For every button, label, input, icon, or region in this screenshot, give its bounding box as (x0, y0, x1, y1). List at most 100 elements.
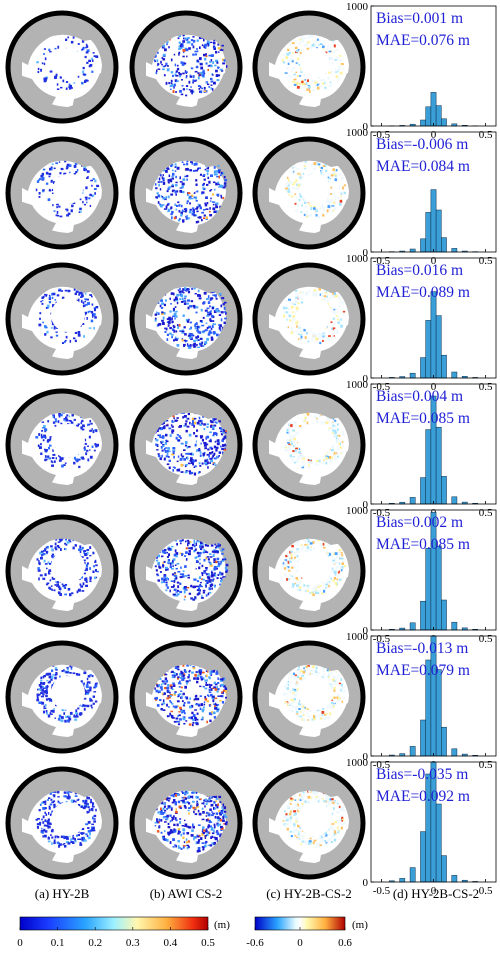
histogram-bar (451, 248, 458, 253)
land-mass (10, 198, 56, 245)
histogram-bar (425, 320, 432, 379)
land-mass (257, 576, 303, 623)
land-mass (70, 829, 114, 876)
x-tick-label: 0.5 (479, 885, 493, 897)
histogram-bar (425, 429, 432, 505)
map-border (252, 640, 366, 754)
x-tick-label: 0 (431, 255, 437, 267)
histogram-bar (435, 105, 442, 127)
y-tick-label: 1000 (346, 1, 369, 13)
land-mass (259, 645, 353, 695)
land-mass (10, 324, 56, 371)
land-mass (259, 771, 353, 821)
panel-label-d: (d) HY-2B-CS-2 (393, 886, 479, 901)
polar-map (129, 514, 243, 628)
land-mass (194, 703, 238, 750)
map-border (129, 766, 243, 880)
polar-map (5, 766, 119, 880)
y-tick-label: 1000 (346, 757, 369, 769)
land-mass (317, 703, 361, 750)
land-mass (259, 267, 353, 317)
mae-label: MAE=0.076 m (376, 32, 470, 49)
land-mass (12, 393, 106, 443)
histogram-bar (441, 354, 447, 379)
histogram-bar (441, 855, 447, 883)
pole-hole (300, 174, 330, 204)
map-grid (5, 10, 366, 880)
land-mass (12, 645, 106, 695)
map-border (5, 766, 119, 880)
pole-hole (51, 676, 85, 710)
colorbar-tick-label: 0.1 (51, 937, 65, 949)
pole-hole (53, 174, 83, 204)
land-mass (70, 73, 114, 120)
polar-map (252, 10, 366, 124)
land-mass (12, 141, 106, 191)
histogram-bar (435, 315, 442, 379)
colorbar-tick-label: 0.2 (88, 937, 102, 949)
land-mass (10, 576, 56, 623)
histogram-bar (420, 477, 426, 505)
land-mass (259, 15, 353, 65)
histogram-bar (409, 248, 416, 253)
land-mass (257, 324, 303, 371)
land-mass (70, 577, 114, 624)
land-mass (134, 324, 180, 371)
histogram-bar (435, 803, 442, 883)
colorbar-1-ticks: 0 0.1 0.2 0.3 0.4 0.5 (17, 927, 215, 949)
land-mass (136, 519, 230, 569)
histogram-bar (441, 599, 447, 631)
x-tick-label: 0.5 (479, 255, 493, 267)
land-mass (10, 828, 56, 875)
polar-map (129, 10, 243, 124)
polar-map (5, 262, 119, 376)
land-mass (194, 325, 238, 372)
land-mass (317, 577, 361, 624)
histogram-bar (451, 371, 458, 379)
x-tick-label: 0.5 (479, 633, 493, 645)
land-mass (136, 771, 230, 821)
bias-label: Bias=0.001 m (376, 10, 463, 27)
pole-hole (188, 59, 196, 67)
land-mass (134, 702, 180, 749)
pole-hole (300, 48, 330, 78)
colorbar-tick-label: -0.6 (246, 937, 264, 949)
map-border (252, 262, 366, 376)
polar-map (5, 136, 119, 250)
land-mass (317, 73, 361, 120)
histogram-panel: -0.5 0 0.5 0 1000 Bias=-0.035 m MAE=0.092 m (346, 757, 497, 897)
map-border (5, 640, 119, 754)
land-mass (70, 325, 114, 372)
colorbar-1 (19, 916, 209, 931)
map-border (252, 136, 366, 250)
map-border (129, 10, 243, 124)
y-tick-label: 1000 (346, 127, 369, 139)
pole-hole (188, 311, 196, 319)
mae-label: MAE=0.079 m (376, 662, 470, 679)
histogram-bar (451, 748, 458, 757)
polar-map (252, 640, 366, 754)
land-mass (257, 828, 303, 875)
land-mass (12, 267, 106, 317)
land-mass (259, 141, 353, 191)
histogram-bar (430, 291, 437, 379)
y-tick-label: 1000 (346, 379, 369, 391)
map-border (5, 136, 119, 250)
land-mass (136, 141, 230, 191)
map-border (129, 136, 243, 250)
polar-map (252, 262, 366, 376)
land-mass (70, 703, 114, 750)
pole-hole (188, 689, 196, 697)
x-tick-label: 0.5 (479, 507, 493, 519)
histogram-bar (420, 119, 426, 127)
land-mass (136, 267, 230, 317)
land-mass (259, 519, 353, 569)
histogram-bar (435, 209, 442, 253)
histogram-bar (435, 545, 442, 631)
polar-map (129, 766, 243, 880)
